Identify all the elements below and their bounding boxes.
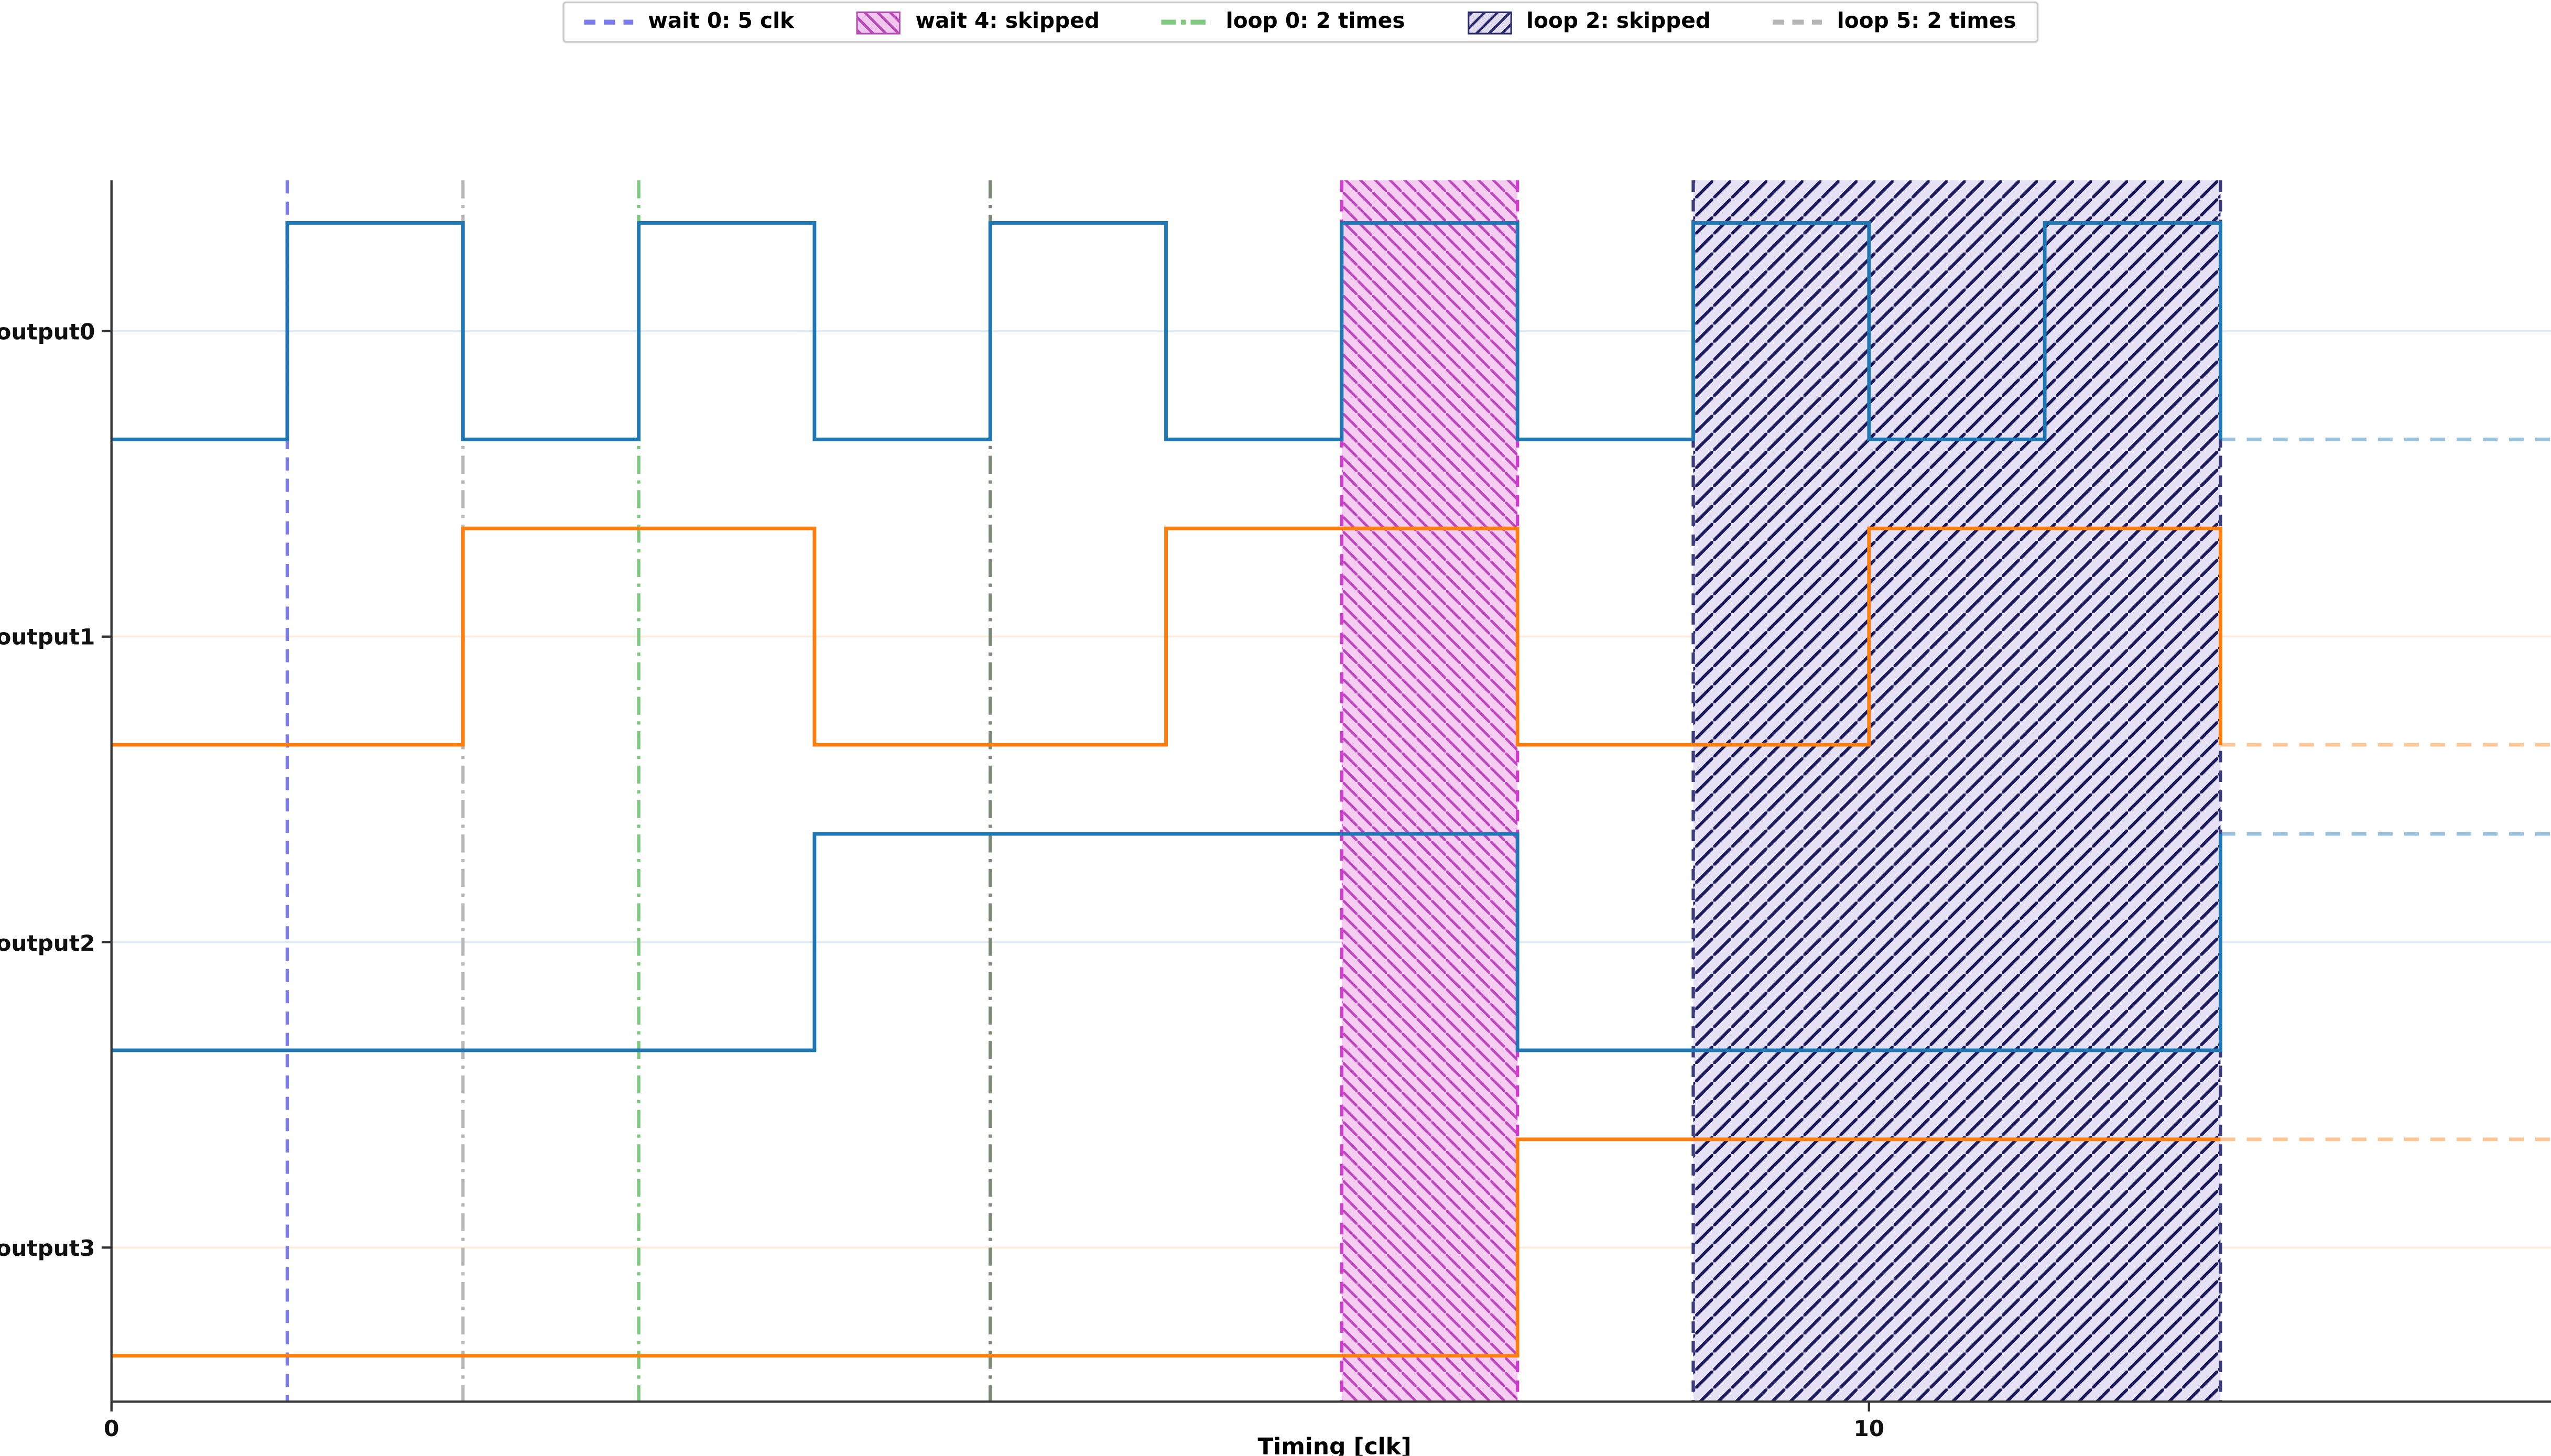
y-label-output1: output1 xyxy=(0,624,95,649)
x-tick-label-0: 0 xyxy=(104,1416,119,1441)
legend: wait 0: 5 clk wait 4: skipped loop 0: 2 … xyxy=(562,2,2038,43)
slash-hatch-swatch-icon xyxy=(1467,10,1512,34)
wait-4-skipped-region-hatch xyxy=(1341,180,1518,1402)
dashed-line-swatch-icon xyxy=(584,19,634,25)
legend-label-loop-5: loop 5: 2 times xyxy=(1837,9,2016,35)
waveform-output2 xyxy=(111,832,2222,1052)
gray-dashed-line-swatch-icon xyxy=(1773,19,1822,25)
legend-label-loop-2: loop 2: skipped xyxy=(1526,9,1711,35)
waveform-output0 xyxy=(111,221,2222,441)
legend-item-loop-2: loop 2: skipped xyxy=(1467,9,1711,35)
legend-label-wait-4: wait 4: skipped xyxy=(915,9,1100,35)
y-label-output0: output0 xyxy=(0,319,95,344)
x-tick-label-10: 10 xyxy=(1853,1416,1884,1441)
legend-item-loop-5: loop 5: 2 times xyxy=(1773,10,2016,35)
waveform-output1 xyxy=(111,526,2222,747)
legend-item-loop-0: loop 0: 2 times xyxy=(1161,9,1405,35)
backslash-hatch-swatch-icon xyxy=(856,10,901,34)
dashdot-line-swatch-icon xyxy=(1161,19,1211,25)
loop-2-skipped-region-hatch xyxy=(1693,180,2221,1402)
legend-label-loop-0: loop 0: 2 times xyxy=(1225,9,1405,35)
y-label-output2: output2 xyxy=(0,930,95,956)
legend-label-wait-0: wait 0: 5 clk xyxy=(648,9,795,35)
y-label-output3: output3 xyxy=(0,1235,95,1261)
legend-item-wait-4: wait 4: skipped xyxy=(856,10,1100,35)
x-axis-label: Timing [clk] xyxy=(1257,1433,1411,1455)
waveform-output3 xyxy=(111,1137,2221,1358)
legend-item-wait-0: wait 0: 5 clk xyxy=(584,10,794,35)
